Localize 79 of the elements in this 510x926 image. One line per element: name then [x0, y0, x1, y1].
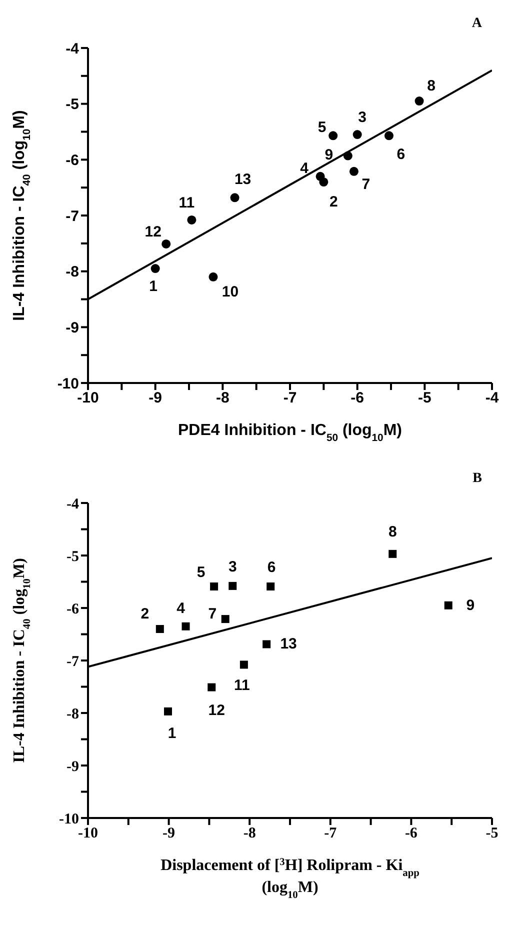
point	[352, 130, 362, 140]
x-tick-label: -5	[418, 390, 432, 407]
point	[221, 615, 230, 624]
y-tick-label: -8	[66, 264, 79, 281]
x-tick-label: -6	[350, 390, 364, 407]
x-tick-label: -9	[162, 826, 176, 842]
point	[343, 151, 352, 160]
point	[316, 172, 325, 181]
x-tick-label: -5	[486, 826, 498, 842]
annotation: 4	[300, 160, 310, 177]
annotation: 11	[234, 677, 250, 694]
point	[210, 582, 218, 590]
point	[228, 582, 237, 590]
y-tick-label: -9	[66, 319, 79, 336]
annotation: 12	[144, 223, 162, 240]
x-tick-label: -4	[485, 390, 500, 407]
annotation: 9	[466, 596, 475, 614]
x-tick-label: -8	[216, 390, 230, 407]
annotation: 2	[329, 194, 338, 210]
point	[230, 193, 240, 202]
y-tick-label: -9	[66, 758, 79, 775]
annotation: 5	[318, 119, 326, 136]
annotation: 2	[140, 606, 150, 622]
point	[444, 601, 452, 610]
annotation: 8	[388, 523, 397, 540]
y-tick-label: -4	[66, 496, 80, 512]
annotation: 5	[196, 564, 206, 581]
text: Displacement of [$^{3}$H] Rolipram - Ki$_{app}$ (log$_{10}$M)	[160, 856, 420, 900]
point	[414, 96, 424, 106]
annotation: 6	[396, 146, 406, 164]
point	[384, 131, 394, 140]
point	[349, 166, 358, 176]
point	[164, 707, 172, 716]
annotation: 1	[149, 278, 158, 296]
point	[208, 683, 216, 692]
y-tick-label: -5	[66, 548, 79, 565]
annotation: 11	[178, 194, 195, 212]
x-tick-label: -7	[283, 390, 297, 407]
point	[156, 625, 164, 633]
x-tick-label: -7	[324, 826, 338, 842]
chart-title: B	[472, 471, 482, 487]
y-tick-label: -8	[66, 706, 79, 722]
annotation: 7	[208, 606, 217, 623]
point	[328, 131, 338, 140]
annotation: 13	[280, 636, 297, 653]
x-tick-label: -6	[404, 826, 418, 842]
annotation: 12	[208, 702, 225, 719]
annotation: 4	[176, 600, 186, 617]
point	[208, 272, 218, 282]
y-tick-label: -10	[59, 811, 79, 828]
annotation: 1	[168, 724, 176, 742]
point	[187, 215, 196, 224]
point	[266, 582, 275, 590]
y-tick-label: -10	[57, 375, 79, 392]
y-tick-label: -4	[66, 40, 80, 58]
y-tick-label: -6	[66, 152, 79, 169]
x-tick-label: -9	[148, 390, 162, 407]
annotation: 3	[228, 558, 237, 576]
chart-title: A	[472, 16, 482, 32]
point	[150, 264, 160, 274]
annotation: 7	[362, 176, 370, 193]
y-tick-label: -7	[66, 654, 80, 670]
annotation: 9	[324, 146, 334, 164]
annotation: 3	[358, 109, 367, 126]
x-tick-label: -8	[243, 826, 256, 842]
point	[182, 622, 190, 630]
point	[162, 239, 171, 248]
annotation: 13	[234, 171, 252, 188]
x-axis-title: PDE4 Inhibition - IC$_{50}$ (log$_{10}$M)	[178, 422, 402, 444]
x-tick-label: -10	[78, 826, 98, 842]
annotation: 10	[222, 283, 239, 300]
point	[262, 640, 271, 648]
point	[240, 660, 248, 669]
annotation: 6	[267, 558, 276, 576]
point	[388, 550, 397, 558]
y-tick-label: -5	[66, 96, 79, 114]
y-tick-label: -7	[66, 208, 79, 225]
annotation: 8	[427, 78, 436, 95]
y-tick-label: -6	[66, 601, 80, 618]
